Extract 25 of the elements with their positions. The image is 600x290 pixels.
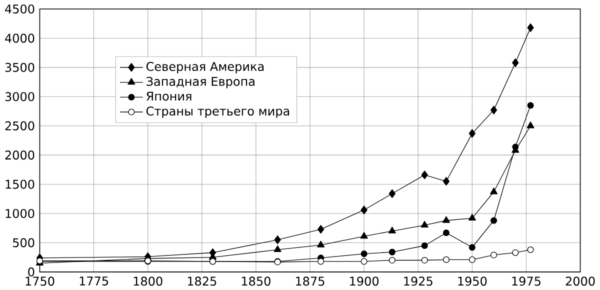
x-tick-label: 1975: [512, 276, 540, 286]
y-tick-label: 500: [13, 238, 34, 248]
y-tick-label: 4500: [5, 4, 34, 14]
y-tick-label: 2000: [5, 150, 34, 160]
x-tick-label: 1875: [296, 276, 324, 286]
legend-label: Япония: [146, 92, 192, 101]
x-tick-label: 1925: [404, 276, 432, 286]
x-tick-label: 1750: [26, 276, 54, 286]
x-tick-label: 1850: [242, 276, 270, 286]
legend-label: Западная Европа: [146, 76, 254, 88]
x-tick-label: 1950: [458, 276, 487, 286]
y-tick-label: 1500: [6, 180, 34, 189]
y-tick-label: 1000: [6, 208, 34, 218]
x-tick-label: 1800: [134, 276, 162, 286]
legend-label: Северная Америка: [146, 62, 264, 74]
legend-label: Страны третьего мира: [146, 106, 290, 118]
y-tick-label: 3000: [5, 92, 34, 102]
y-tick-label: 4000: [5, 34, 34, 43]
y-tick-label: 3500: [5, 62, 34, 72]
x-tick-label: 2000: [566, 276, 595, 286]
x-tick-label: 1825: [188, 276, 216, 286]
y-tick-label: 2500: [5, 121, 34, 130]
x-tick-label: 1775: [80, 276, 108, 286]
y-tick-label: 0: [28, 267, 34, 276]
x-tick-label: 1900: [350, 276, 379, 286]
